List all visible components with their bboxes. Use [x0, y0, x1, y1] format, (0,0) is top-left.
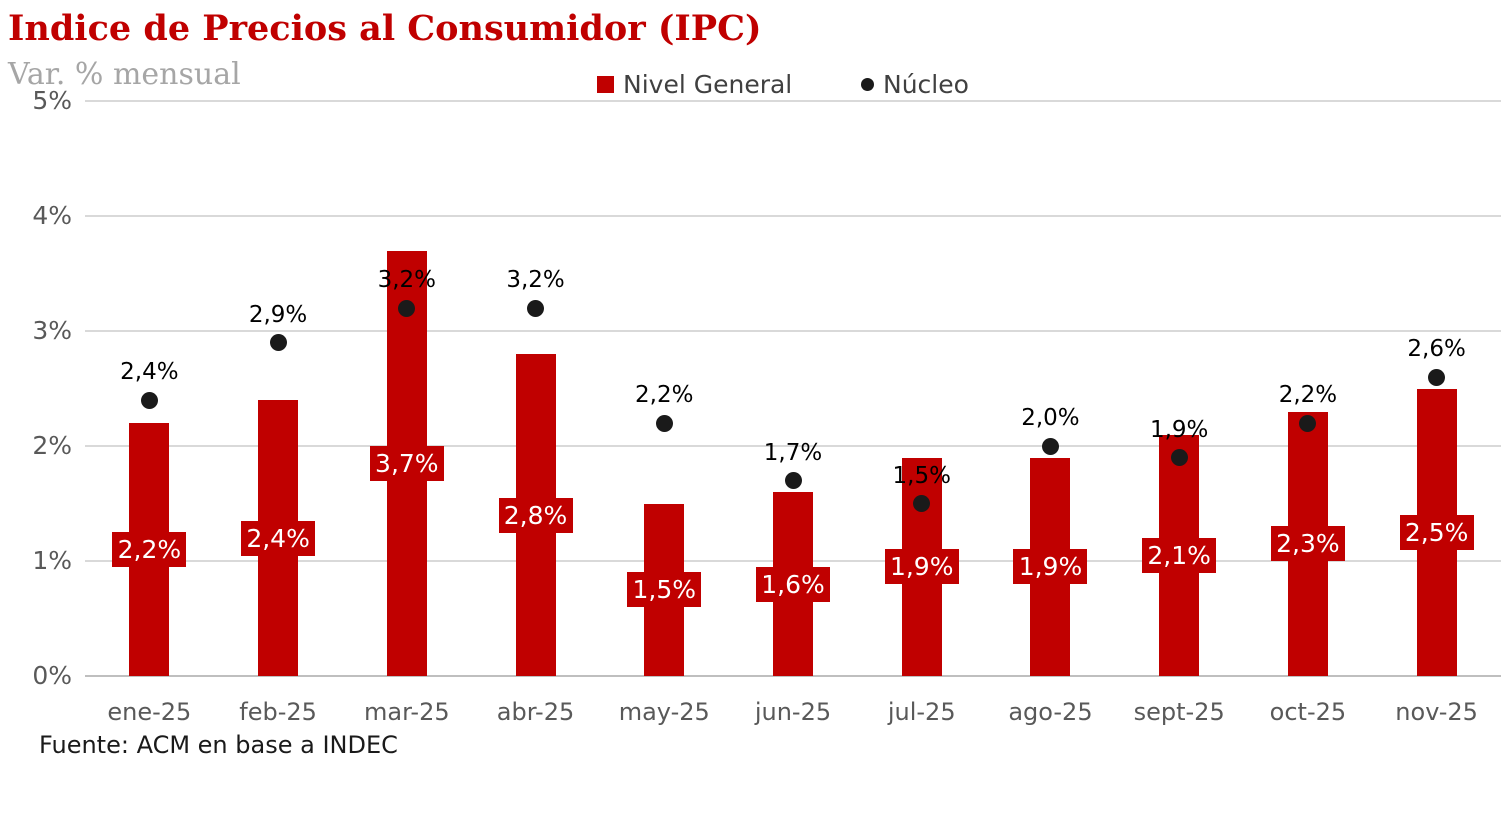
gridline	[85, 215, 1501, 217]
x-axis-tick-label: ene-25	[107, 698, 192, 726]
legend-item-nucleo: Núcleo	[861, 70, 969, 99]
gridline	[85, 675, 1501, 677]
bar-value-label: 2,4%	[241, 520, 316, 556]
nucleo-value-label: 2,9%	[248, 301, 308, 328]
nucleo-dot	[527, 299, 545, 317]
nucleo-dot	[1428, 368, 1446, 386]
y-axis-tick-label: 1%	[32, 546, 72, 575]
bar-value-label: 2,5%	[1399, 514, 1474, 550]
nucleo-dot	[784, 472, 802, 489]
legend-item-nivel-general: Nivel General	[597, 70, 792, 99]
legend-label: Núcleo	[883, 70, 969, 99]
y-axis-tick-label: 0%	[32, 661, 72, 690]
nucleo-dot	[913, 495, 931, 512]
nucleo-value-label: 2,6%	[1407, 336, 1466, 362]
y-axis-tick-label: 3%	[32, 316, 72, 345]
bar-value-label: 2,8%	[498, 497, 573, 533]
square-icon	[597, 76, 614, 93]
bar-value-label: 3,7%	[369, 445, 444, 481]
chart-subtitle: Var. % mensual	[8, 57, 241, 92]
gridline	[85, 330, 1501, 332]
bar-value-label: 2,1%	[1142, 537, 1217, 573]
gridline	[85, 100, 1501, 102]
bar-value-label: 1,6%	[756, 566, 830, 602]
nucleo-value-label: 2,2%	[1278, 382, 1338, 408]
x-axis-tick-label: jun-25	[754, 698, 832, 726]
y-axis-tick-label: 4%	[32, 201, 72, 230]
nucleo-value-label: 1,7%	[763, 439, 823, 466]
source-note: Fuente: ACM en base a INDEC	[39, 731, 398, 759]
x-axis-tick-label: ago-25	[1008, 698, 1093, 726]
circle-icon	[861, 78, 874, 91]
x-axis-tick-label: abr-25	[496, 698, 575, 726]
bar-value-label: 1,9%	[1013, 549, 1088, 585]
x-axis-tick-label: sept-25	[1133, 698, 1225, 726]
x-axis-tick-label: mar-25	[364, 698, 450, 726]
y-axis-tick-label: 5%	[32, 86, 72, 115]
nucleo-dot	[655, 414, 673, 432]
x-axis-tick-label: nov-25	[1395, 698, 1478, 726]
nucleo-value-label: 2,0%	[1021, 405, 1080, 431]
nucleo-dot	[1170, 449, 1188, 466]
legend-label: Nivel General	[623, 70, 793, 99]
bar-value-label: 2,2%	[112, 532, 187, 567]
x-axis-tick-label: oct-25	[1269, 698, 1347, 726]
nucleo-dot	[1041, 437, 1059, 455]
nucleo-value-label: 3,2%	[377, 267, 437, 293]
bar-value-label: 1,9%	[884, 549, 959, 585]
nucleo-value-label: 1,5%	[892, 462, 951, 489]
nucleo-dot	[269, 334, 287, 351]
x-axis-tick-label: may-25	[618, 698, 710, 726]
nucleo-dot	[398, 299, 416, 317]
nucleo-value-label: 2,4%	[120, 359, 179, 385]
nucleo-value-label: 3,2%	[506, 267, 565, 293]
bar-value-label: 2,3%	[1270, 526, 1345, 562]
x-axis-tick-label: jul-25	[887, 698, 956, 726]
chart-title: Indice de Precios al Consumidor (IPC)	[8, 8, 762, 49]
gridline	[85, 445, 1501, 447]
nucleo-value-label: 2,2%	[635, 382, 694, 408]
bar-value-label: 1,5%	[627, 572, 702, 608]
nucleo-dot	[1299, 414, 1317, 432]
nucleo-value-label: 1,9%	[1149, 416, 1209, 443]
y-axis-tick-label: 2%	[32, 431, 72, 460]
nucleo-dot	[140, 391, 158, 409]
x-axis-tick-label: feb-25	[239, 698, 317, 726]
